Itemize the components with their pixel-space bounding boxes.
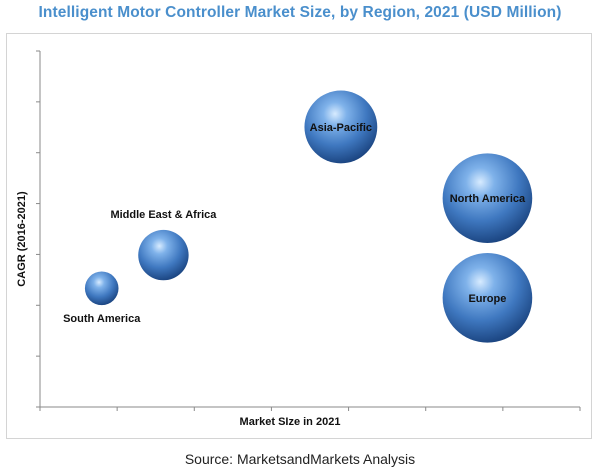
bubble-label: Middle East & Africa xyxy=(110,209,217,221)
bubble xyxy=(84,271,119,306)
source-note: Source: MarketsandMarkets Analysis xyxy=(184,451,416,467)
bubble xyxy=(138,229,189,281)
y-axis-label: CAGR (2016-2021) xyxy=(16,191,28,287)
bubble xyxy=(442,253,533,343)
x-axis-label: Market SIze in 2021 xyxy=(240,416,341,428)
bubble xyxy=(304,90,378,164)
bubble-label: South America xyxy=(63,313,141,325)
bubble-label: North America xyxy=(450,193,526,205)
chart-frame: South America Middle East & Africa Asia-Pa… xyxy=(6,33,592,439)
chart-title: Intelligent Motor Controller Market Size… xyxy=(38,4,562,21)
bubble-chart: South America Middle East & Africa Asia-Pa… xyxy=(16,50,581,428)
bubble-label: Europe xyxy=(468,293,506,305)
bubble xyxy=(442,153,533,243)
axes xyxy=(36,50,581,411)
bubbles: South America Middle East & Africa Asia-Pa… xyxy=(63,90,533,343)
bubble-label: Asia-Pacific xyxy=(310,122,372,134)
